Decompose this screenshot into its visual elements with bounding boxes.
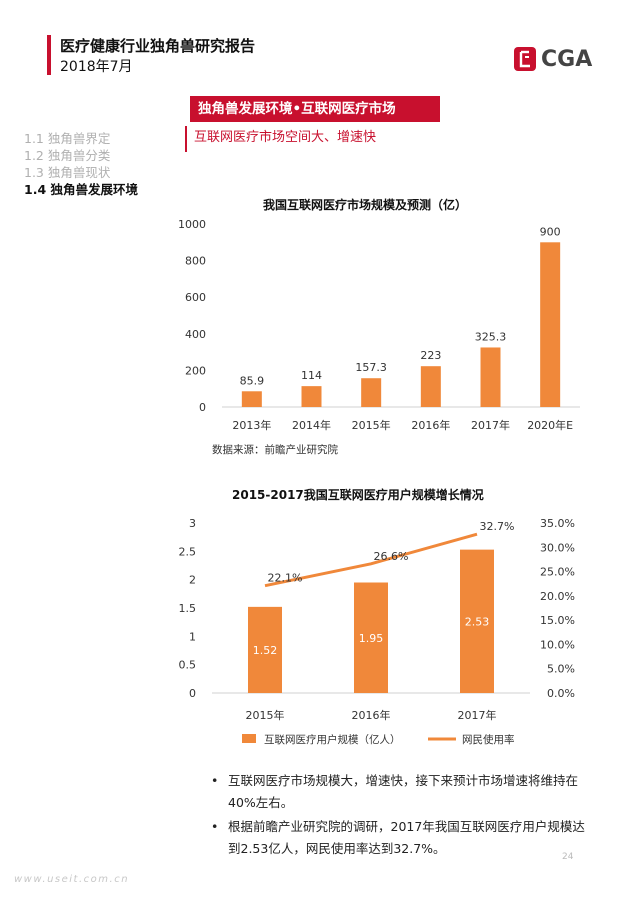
y2-tick-label: 35.0% [540, 517, 575, 530]
y-tick-label: 0.5 [179, 659, 197, 672]
y-tick-label: 1.5 [179, 602, 197, 615]
y-tick-label: 2.5 [179, 545, 197, 558]
y-tick-label: 3 [189, 517, 196, 530]
line-value-label: 22.1% [268, 572, 303, 585]
legend-bar-label: 互联网医疗用户规模（亿人） [264, 733, 401, 746]
y-tick-label: 1000 [178, 218, 206, 231]
x-tick-label: 2020年E [527, 418, 573, 432]
y2-tick-label: 10.0% [540, 638, 575, 651]
x-tick-label: 2016年 [352, 708, 391, 722]
bar [241, 391, 262, 407]
cga-logo-mark-icon [513, 46, 537, 72]
section-subtitle-box: 互联网医疗市场空间大、增速快 [185, 126, 376, 152]
y2-tick-label: 30.0% [540, 541, 575, 554]
usage-rate-line [264, 532, 478, 588]
y2-tick-label: 20.0% [540, 590, 575, 603]
bullet-text: 互联网医疗市场规模大，增速快，接下来预计市场增速将维持在40%左右。 [228, 773, 579, 810]
x-tick-label: 2016年 [411, 418, 450, 432]
table-of-contents: 1.1 独角兽界定 1.2 独角兽分类 1.3 独角兽现状 1.4 独角兽发展环… [24, 130, 138, 198]
bar-value-label: 223 [420, 349, 441, 362]
bullet-dot: • [211, 773, 219, 788]
y-tick-label: 0 [199, 401, 206, 414]
y2-tick-label: 15.0% [540, 614, 575, 627]
y-tick-label: 800 [185, 255, 206, 268]
legend-bar-swatch [242, 734, 256, 743]
report-title: 医疗健康行业独角兽研究报告 [60, 37, 256, 55]
chart1-title: 我国互联网医疗市场规模及预测（亿） [263, 198, 468, 212]
chart1-source: 数据来源：前瞻产业研究院 [212, 444, 338, 456]
bar-value-label: 114 [301, 369, 322, 382]
x-tick-label: 2017年 [471, 418, 510, 432]
section-banner: 独角兽发展环境•互联网医疗市场 [190, 96, 440, 122]
toc-item[interactable]: 1.3 独角兽现状 [24, 165, 111, 180]
y-tick-label: 200 [185, 364, 206, 377]
market-size-bar-chart: 0 200 400 600 800 1000 85.9 2013年 114 2014年 157.3 2… [178, 218, 580, 432]
chart2-title: 2015-2017我国互联网医疗用户规模增长情况 [232, 488, 484, 502]
watermark: www.useit.com.cn [14, 874, 130, 885]
x-tick-label: 2013年 [232, 418, 271, 432]
x-tick-label: 2014年 [292, 418, 331, 432]
page-number: 24 [562, 852, 574, 862]
legend-line-label: 网民使用率 [462, 733, 515, 746]
user-scale-combo-chart: 00.511.522.530.0%5.0%10.0%15.0%20.0%25.0… [179, 517, 576, 746]
cga-logo: CGA [513, 44, 603, 74]
section-subtitle: 互联网医疗市场空间大、增速快 [194, 130, 377, 145]
bar [301, 386, 322, 407]
report-date: 2018年7月 [60, 59, 133, 75]
bullet-item: • 互联网医疗市场规模大，增速快，接下来预计市场增速将维持在40%左右。 [208, 770, 588, 814]
bar-value-label: 325.3 [475, 330, 507, 343]
x-tick-label: 2015年 [246, 708, 285, 722]
y-tick-label: 0 [189, 687, 196, 700]
line-value-label: 26.6% [374, 550, 409, 563]
bar-value-label: 157.3 [355, 361, 387, 374]
bullet-dot: • [211, 819, 219, 834]
y-tick-label: 1 [189, 630, 196, 643]
bar [420, 366, 441, 407]
y-tick-label: 600 [185, 291, 206, 304]
bar [248, 606, 282, 693]
cga-logo-text: CGA [541, 46, 593, 72]
bar-value-label: 1.52 [253, 644, 278, 657]
y2-tick-label: 5.0% [547, 663, 575, 676]
y2-tick-label: 25.0% [540, 566, 575, 579]
bar [354, 582, 388, 693]
bullet-list: • 互联网医疗市场规模大，增速快，接下来预计市场增速将维持在40%左右。 • 根… [208, 770, 588, 862]
bar [361, 378, 382, 407]
x-tick-label: 2015年 [352, 418, 391, 432]
bar [480, 347, 501, 407]
bar [540, 242, 561, 407]
bar-value-label: 2.53 [465, 615, 490, 628]
toc-item[interactable]: 1.1 独角兽界定 [24, 131, 111, 146]
header-accent-bar [47, 35, 51, 75]
bar-value-label: 900 [540, 225, 561, 238]
line-value-label: 32.7% [480, 520, 515, 533]
x-tick-label: 2017年 [458, 708, 497, 722]
bullet-item: • 根据前瞻产业研究院的调研，2017年我国互联网医疗用户规模达到2.53亿人，… [208, 816, 588, 860]
y2-tick-label: 0.0% [547, 687, 575, 700]
bar-value-label: 1.95 [359, 632, 384, 645]
bar-value-label: 85.9 [240, 374, 265, 387]
toc-item[interactable]: 1.2 独角兽分类 [24, 148, 111, 163]
y-tick-label: 2 [189, 574, 196, 587]
y-tick-label: 400 [185, 328, 206, 341]
toc-item-active[interactable]: 1.4 独角兽发展环境 [24, 182, 138, 197]
bar [460, 549, 494, 693]
bullet-text: 根据前瞻产业研究院的调研，2017年我国互联网医疗用户规模达到2.53亿人，网民… [228, 819, 585, 856]
